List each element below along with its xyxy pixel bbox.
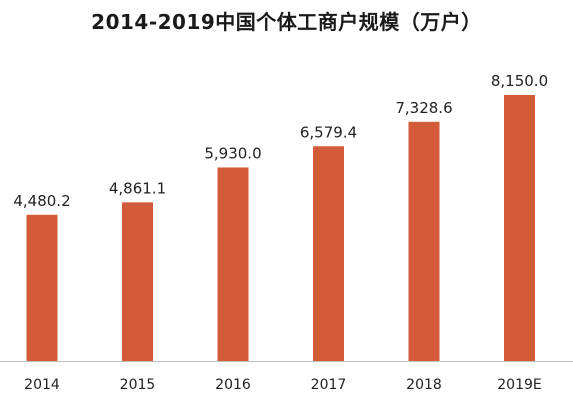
x-tick-label-2015: 2015 — [120, 377, 156, 393]
bar-value-label-2015: 4,861.1 — [109, 179, 166, 197]
x-tick-label-2019E: 2019E — [497, 377, 541, 393]
x-tick-label-2018: 2018 — [406, 377, 442, 393]
bar-2018 — [408, 121, 440, 361]
chart-title: 2014-2019中国个体工商户规模（万户） — [91, 10, 482, 34]
bar-value-label-2018: 7,328.6 — [395, 99, 452, 117]
bar-2017 — [313, 146, 344, 361]
bar-2015 — [122, 202, 153, 361]
bar-2016 — [217, 167, 249, 361]
bars-layer — [26, 95, 535, 361]
bar-value-label-2017: 6,579.4 — [300, 123, 357, 141]
bar-value-label-2016: 5,930.0 — [204, 144, 261, 162]
x-tick-label-2016: 2016 — [215, 377, 251, 393]
bar-2019E — [504, 95, 535, 361]
x-tick-label-2014: 2014 — [24, 377, 60, 393]
bar-value-label-2014: 4,480.2 — [13, 192, 70, 210]
bar-2014 — [26, 214, 58, 361]
x-tick-label-2017: 2017 — [311, 377, 347, 393]
value-labels-layer: 4,480.2 4,861.1 5,930.0 6,579.4 7,328.6 8,150… — [13, 72, 548, 210]
x-tick-labels-layer: 2014 2015 2016 2017 2018 2019E — [24, 377, 542, 393]
bar-value-label-2019E: 8,150.0 — [491, 72, 548, 90]
